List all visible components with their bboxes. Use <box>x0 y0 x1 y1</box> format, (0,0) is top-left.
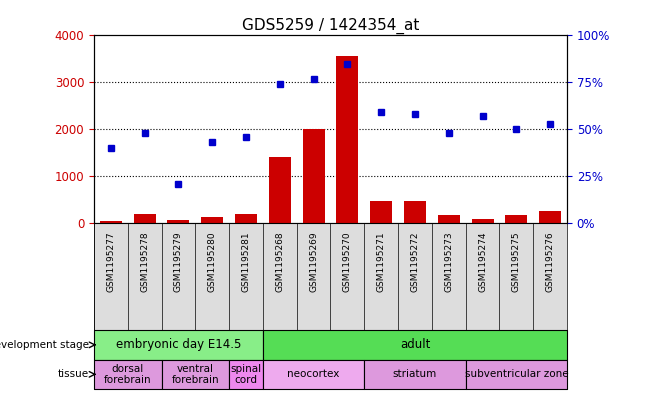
Bar <box>336 57 358 223</box>
Bar <box>472 219 494 223</box>
Text: GSM1195280: GSM1195280 <box>208 231 216 292</box>
Bar <box>263 360 364 389</box>
Bar <box>466 360 567 389</box>
Bar <box>94 330 263 360</box>
Text: GSM1195269: GSM1195269 <box>309 231 318 292</box>
Bar <box>303 129 325 223</box>
Text: GSM1195278: GSM1195278 <box>140 231 149 292</box>
Text: embryonic day E14.5: embryonic day E14.5 <box>116 338 241 351</box>
Bar <box>404 201 426 223</box>
Text: tissue: tissue <box>58 369 89 379</box>
Text: adult: adult <box>400 338 430 351</box>
Text: neocortex: neocortex <box>288 369 340 379</box>
Bar <box>438 215 459 223</box>
Bar <box>370 201 392 223</box>
Text: GSM1195274: GSM1195274 <box>478 231 487 292</box>
Bar <box>202 217 223 223</box>
Text: ventral
forebrain: ventral forebrain <box>172 364 219 385</box>
Text: GSM1195279: GSM1195279 <box>174 231 183 292</box>
Text: GSM1195273: GSM1195273 <box>445 231 453 292</box>
Text: subventricular zone: subventricular zone <box>465 369 568 379</box>
Text: GSM1195271: GSM1195271 <box>376 231 386 292</box>
Bar <box>235 213 257 223</box>
Bar <box>269 157 291 223</box>
Bar <box>94 360 161 389</box>
Bar <box>263 330 567 360</box>
Text: GSM1195270: GSM1195270 <box>343 231 352 292</box>
Text: GSM1195277: GSM1195277 <box>106 231 115 292</box>
Title: GDS5259 / 1424354_at: GDS5259 / 1424354_at <box>242 18 419 34</box>
Bar <box>133 213 156 223</box>
Text: GSM1195272: GSM1195272 <box>410 231 419 292</box>
Bar <box>100 220 122 223</box>
Text: GSM1195281: GSM1195281 <box>242 231 251 292</box>
Bar <box>505 215 527 223</box>
Text: spinal
cord: spinal cord <box>231 364 262 385</box>
Text: development stage: development stage <box>0 340 89 350</box>
Text: GSM1195276: GSM1195276 <box>546 231 555 292</box>
Text: dorsal
forebrain: dorsal forebrain <box>104 364 152 385</box>
Bar <box>364 360 466 389</box>
Bar <box>539 211 561 223</box>
Text: striatum: striatum <box>393 369 437 379</box>
Text: GSM1195268: GSM1195268 <box>275 231 284 292</box>
Bar <box>167 220 189 223</box>
Text: GSM1195275: GSM1195275 <box>512 231 521 292</box>
Bar <box>229 360 263 389</box>
Bar <box>161 360 229 389</box>
